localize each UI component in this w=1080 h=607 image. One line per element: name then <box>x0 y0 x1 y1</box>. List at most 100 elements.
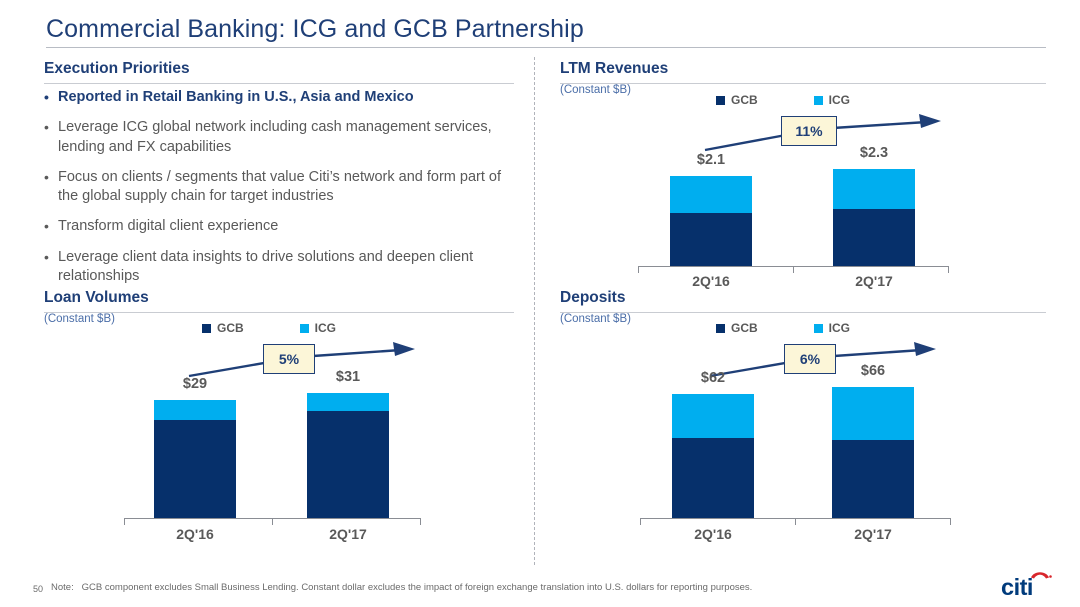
axis-tick <box>793 266 794 273</box>
category-label-deposits-2q16: 2Q'16 <box>694 526 732 542</box>
bullet-dot-icon: • <box>44 119 49 136</box>
footer-note-text: GCB component excludes Small Business Le… <box>81 582 753 593</box>
page-number: 50 <box>33 584 44 594</box>
deposits-header: Deposits <box>560 289 1046 313</box>
bar-value-loan-2q17: $31 <box>335 369 361 385</box>
ltm-revenues-title: LTM Revenues <box>560 60 669 77</box>
list-item-text: Transform digital client experience <box>58 218 279 235</box>
bar-segment-icg <box>670 176 752 213</box>
bar-value-deposits-2q17: $66 <box>860 363 886 379</box>
page-title: Commercial Banking: ICG and GCB Partners… <box>46 15 584 43</box>
category-label-deposits-2q17: 2Q'17 <box>854 526 892 542</box>
ltm-plot-area: $2.1 $2.3 2Q'16 2Q'17 <box>560 110 980 289</box>
axis-tick <box>272 518 273 525</box>
footer-note-label: Note: <box>51 582 74 593</box>
deposits-units: (Constant $B) <box>560 313 631 325</box>
bar-segment-icg <box>307 393 389 411</box>
deposits-title: Deposits <box>560 289 626 306</box>
bar-segment-gcb <box>670 213 752 266</box>
loan-volumes-title: Loan Volumes <box>44 289 149 306</box>
legend-label-icg: ICG <box>828 321 851 335</box>
loan-growth-value: 5% <box>278 351 300 367</box>
execution-priorities-title: Execution Priorities <box>44 60 190 77</box>
legend-swatch-icg-icon <box>299 323 309 333</box>
bar-segment-gcb <box>154 420 236 518</box>
legend-label-icg: ICG <box>314 321 337 335</box>
execution-priorities-header: Execution Priorities <box>44 60 514 84</box>
bar-ltm-2q16 <box>670 176 752 266</box>
axis-tick <box>795 518 796 525</box>
legend-swatch-gcb-icon <box>716 323 725 333</box>
bar-value-loan-2q16: $29 <box>182 376 208 392</box>
ltm-growth-arrow: 11% <box>704 114 945 154</box>
bullet-dot-icon: • <box>44 248 49 265</box>
column-divider <box>534 57 535 565</box>
bar-segment-gcb <box>833 209 915 266</box>
category-label-loan-2q17: 2Q'17 <box>329 526 367 542</box>
loan-volumes-legend: GCB ICG <box>202 321 336 335</box>
loan-volumes-header: Loan Volumes <box>44 289 514 313</box>
ltm-growth-value: 11% <box>795 123 823 139</box>
list-item-text: Focus on clients / segments that value C… <box>58 168 501 205</box>
execution-priorities-list: • Reported in Retail Banking in U.S., As… <box>44 88 514 297</box>
loan-growth-arrow: 5% <box>188 342 419 382</box>
header-underline <box>44 312 514 313</box>
bullet-dot-icon: • <box>44 89 49 105</box>
bar-loan-2q17 <box>307 393 389 518</box>
bar-segment-icg <box>833 169 915 209</box>
deposits-growth-value: 6% <box>799 351 821 367</box>
deposits-growth-arrow: 6% <box>709 342 940 382</box>
bullet-dot-icon: • <box>44 218 49 235</box>
legend-label-gcb: GCB <box>731 93 758 107</box>
bar-value-ltm-2q16: $2.1 <box>696 152 726 168</box>
bullet-dot-icon: • <box>44 168 49 185</box>
legend-label-gcb: GCB <box>217 321 244 335</box>
ltm-revenues-chart: 11% $2.1 $2.3 2Q'16 2Q'17 <box>560 110 980 289</box>
legend-item-icg: ICG <box>299 321 337 335</box>
list-item: • Leverage ICG global network including … <box>44 118 514 157</box>
list-item: • Reported in Retail Banking in U.S., As… <box>44 88 514 107</box>
axis-tick <box>638 266 639 273</box>
legend-item-icg: ICG <box>813 93 851 107</box>
bar-segment-icg <box>832 387 914 440</box>
svg-text:citi: citi <box>1001 574 1033 600</box>
bar-value-deposits-2q16: $62 <box>700 370 726 386</box>
axis-tick <box>640 518 641 525</box>
list-item: • Transform digital client experience <box>44 217 514 236</box>
ltm-growth-badge: 11% <box>781 116 837 146</box>
bar-value-ltm-2q17: $2.3 <box>859 145 889 161</box>
list-item-text: Leverage ICG global network including ca… <box>58 119 492 155</box>
legend-item-gcb: GCB <box>202 321 244 335</box>
legend-item-gcb: GCB <box>716 321 758 335</box>
legend-item-icg: ICG <box>813 321 851 335</box>
legend-item-gcb: GCB <box>716 93 758 107</box>
axis-tick <box>948 266 949 273</box>
deposits-plot-area: $62 $66 2Q'16 2Q'17 <box>560 338 1030 553</box>
list-item: • Leverage client data insights to drive… <box>44 248 514 287</box>
bar-segment-icg <box>154 400 236 420</box>
bar-deposits-2q17 <box>832 387 914 518</box>
title-divider <box>46 47 1046 48</box>
ltm-revenues-legend: GCB ICG <box>716 93 850 107</box>
legend-swatch-gcb-icon <box>202 323 211 333</box>
legend-label-gcb: GCB <box>731 321 758 335</box>
category-label-loan-2q16: 2Q'16 <box>176 526 214 542</box>
citi-logo: citi <box>1000 568 1066 600</box>
legend-label-icg: ICG <box>828 93 851 107</box>
axis-tick <box>950 518 951 525</box>
legend-swatch-icg-icon <box>813 323 823 333</box>
legend-swatch-gcb-icon <box>716 95 725 105</box>
list-item: • Focus on clients / segments that value… <box>44 168 514 207</box>
deposits-chart: 6% $62 $66 2Q'16 2Q'17 <box>560 338 1030 553</box>
bar-segment-gcb <box>672 438 754 518</box>
loan-growth-badge: 5% <box>263 344 315 374</box>
footer-note: Note: GCB component excludes Small Busin… <box>51 582 752 593</box>
bar-segment-gcb <box>307 411 389 518</box>
deposits-legend: GCB ICG <box>716 321 850 335</box>
bar-deposits-2q16 <box>672 394 754 518</box>
loan-volumes-chart: 5% $29 $31 2Q'16 2Q'17 <box>44 338 514 553</box>
bar-segment-icg <box>672 394 754 438</box>
deposits-growth-badge: 6% <box>784 344 836 374</box>
bar-loan-2q16 <box>154 400 236 518</box>
